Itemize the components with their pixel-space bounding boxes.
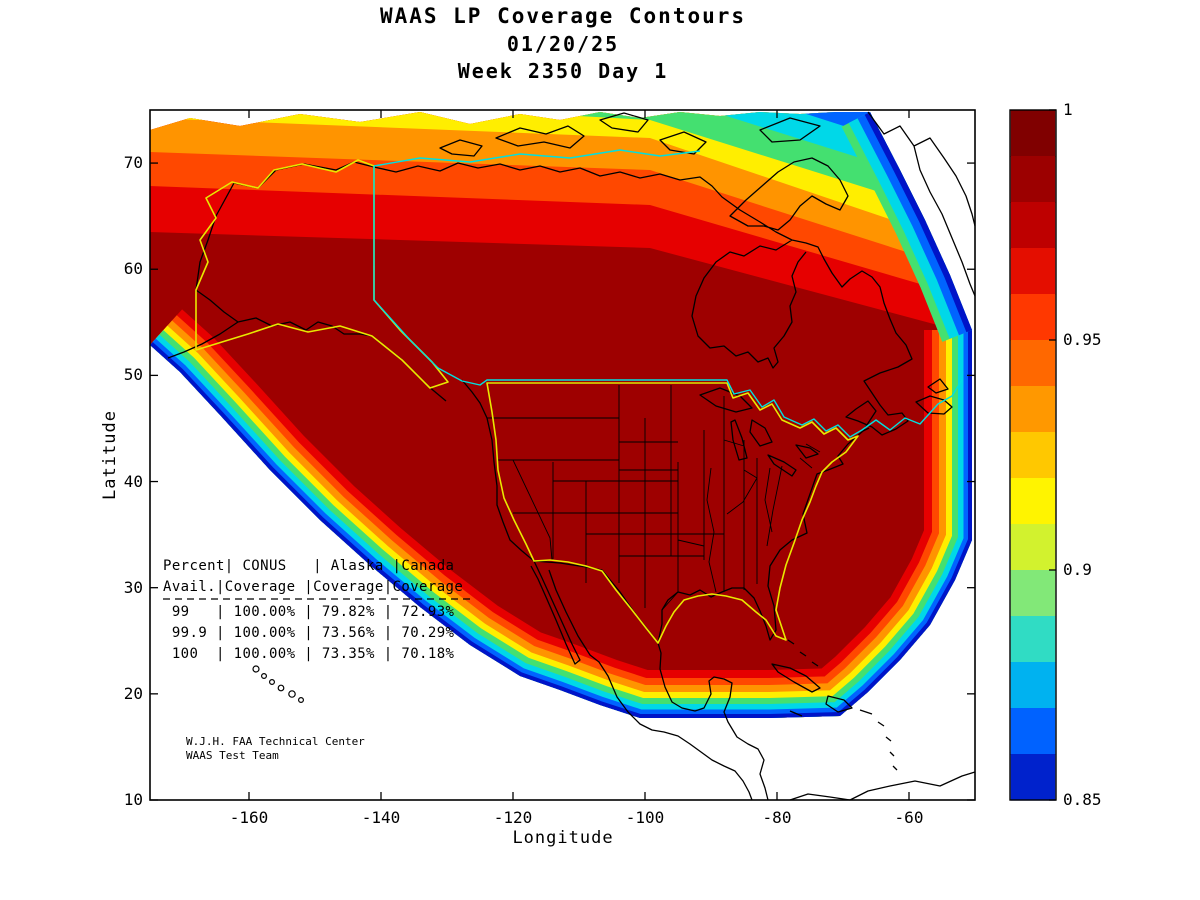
conus-coverage-outline bbox=[486, 382, 859, 644]
colorbar-gradient bbox=[1010, 110, 1056, 801]
north-contour-bands bbox=[150, 112, 972, 335]
colorbar-band bbox=[1010, 386, 1056, 433]
island-dot bbox=[298, 696, 305, 703]
y-tick-label: 70 bbox=[123, 153, 143, 173]
colorbar-band bbox=[1010, 340, 1056, 387]
y-tick-label: 20 bbox=[123, 683, 143, 703]
coverage-table-line: 100 | 100.00% | 73.35% | 70.18% bbox=[163, 646, 455, 662]
canada-coverage-outline bbox=[373, 149, 963, 438]
colorbar-band bbox=[1010, 662, 1056, 709]
coverage-table-line: 99.9 | 100.00% | 73.56% | 70.29% bbox=[163, 625, 455, 641]
colorbar-tick-label: 0.9 bbox=[1063, 560, 1092, 579]
y-tick-label: 40 bbox=[123, 471, 143, 491]
colorbar-band bbox=[1010, 708, 1056, 755]
north-band-yellow bbox=[150, 112, 972, 248]
plot-title-date: 01/20/25 bbox=[506, 32, 620, 56]
state-borders-path bbox=[487, 385, 821, 611]
colorbar-band bbox=[1010, 570, 1056, 617]
colorbar-band bbox=[1010, 754, 1056, 801]
colorbar-band bbox=[1010, 202, 1056, 249]
attribution-line-1: W.J.H. FAA Technical Center bbox=[186, 735, 365, 748]
north-band-orange bbox=[150, 112, 972, 274]
y-tick-label: 50 bbox=[123, 365, 143, 385]
plot-title: WAAS LP Coverage Contours bbox=[379, 4, 747, 28]
y-axis-label: Latitude bbox=[100, 410, 120, 500]
colorbar-band bbox=[1010, 432, 1056, 479]
map-outlines bbox=[167, 111, 976, 801]
cut-band-dark_blue bbox=[864, 112, 972, 333]
colorbar-band bbox=[1010, 524, 1056, 571]
x-axis-label: Longitude bbox=[512, 828, 614, 848]
island-dot bbox=[252, 665, 260, 673]
coverage-table-line: 99 | 100.00% | 79.82% | 72.93% bbox=[163, 604, 455, 620]
colorbar-band bbox=[1010, 294, 1056, 341]
x-tick-label: -140 bbox=[361, 808, 401, 827]
coverage-table-line: Avail.|Coverage |Coverage|Coverage bbox=[163, 579, 464, 595]
colorbar-band bbox=[1010, 248, 1056, 295]
island-dot bbox=[269, 678, 276, 685]
island-dot bbox=[261, 672, 268, 679]
coverage-table-line: Percent| CONUS | Alaska |Canada bbox=[163, 558, 455, 574]
x-tick-label: -120 bbox=[493, 808, 533, 827]
colorbar-band bbox=[1010, 616, 1056, 663]
colorbar-band bbox=[1010, 110, 1056, 157]
island-dot bbox=[288, 690, 296, 698]
island-dot bbox=[277, 684, 285, 692]
colorbar-band bbox=[1010, 156, 1056, 203]
y-tick-label: 10 bbox=[123, 790, 143, 809]
x-tick-label: -80 bbox=[762, 808, 792, 827]
plot-border bbox=[149, 109, 976, 801]
y-tick-label: 60 bbox=[123, 259, 143, 279]
attribution-line-2: WAAS Test Team bbox=[186, 749, 279, 762]
x-tick-label: -160 bbox=[229, 808, 269, 827]
plot-title-week-day: Week 2350 Day 1 bbox=[457, 59, 669, 83]
colorbar-tick-label: 1 bbox=[1063, 100, 1073, 119]
hawaii-islands bbox=[252, 665, 305, 703]
x-tick-label: -60 bbox=[894, 808, 924, 827]
colorbar-border bbox=[1009, 109, 1057, 801]
y-tick-label: 30 bbox=[123, 577, 143, 597]
colorbar-tick-label: 0.85 bbox=[1063, 790, 1102, 809]
colorbar-tick-label: 0.95 bbox=[1063, 330, 1102, 349]
colorbar-band bbox=[1010, 478, 1056, 525]
x-tick-label: -100 bbox=[625, 808, 665, 827]
